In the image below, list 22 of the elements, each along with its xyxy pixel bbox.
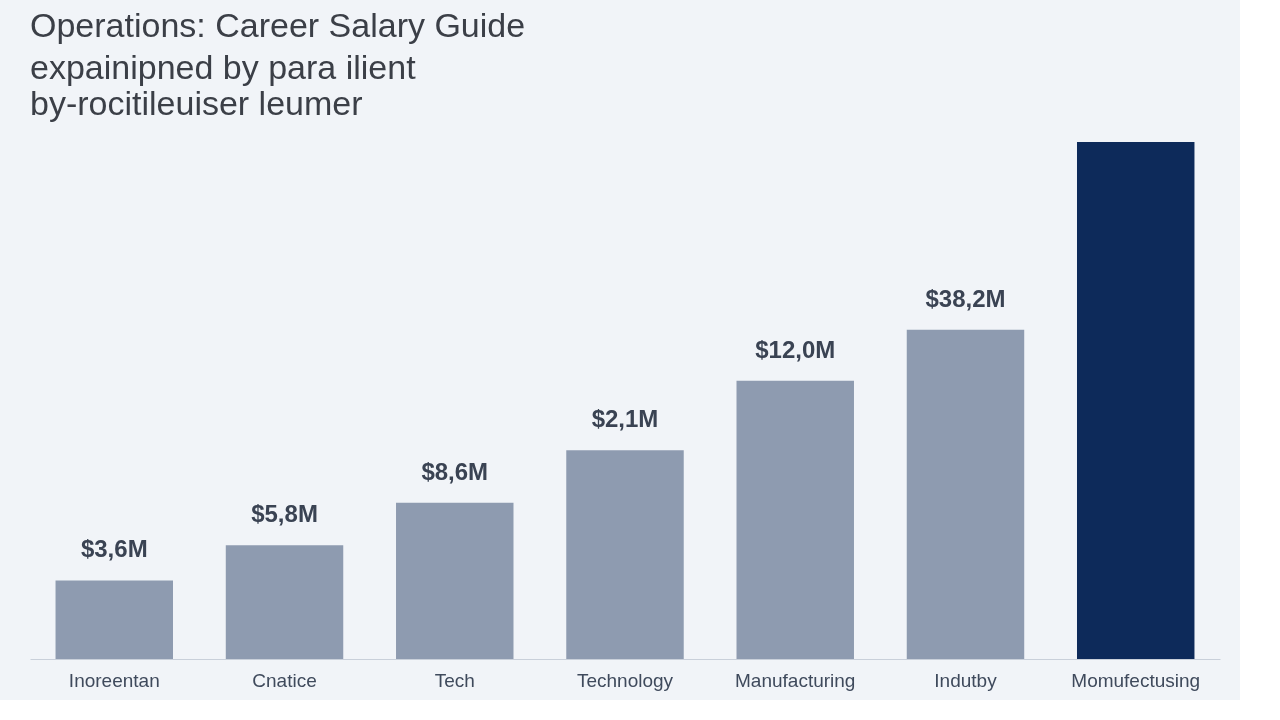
annotation: $2,1M (591, 405, 659, 433)
x-tick-label: Indutby (934, 669, 998, 691)
chart-subtitle: expainipned by para ilient by-rocitileuiser leumer (30, 48, 417, 122)
x-tick-label: Momufectusing (1071, 669, 1201, 691)
bar (1077, 142, 1195, 659)
x-tick-label: Technology (576, 669, 674, 691)
x-tick-label: Inoreentan (68, 669, 160, 691)
bar (906, 329, 1025, 659)
bar (55, 580, 173, 659)
x-tick-label: Manufacturing (735, 669, 856, 691)
annotation: $8,6M (421, 457, 489, 485)
annotation: $12,0M (755, 335, 836, 363)
bar (396, 502, 514, 659)
annotation: $5,8M (251, 500, 318, 528)
x-tick-label: Cnatice (252, 669, 317, 691)
x-tick-label: Tech (434, 669, 475, 691)
bar (566, 450, 684, 659)
annotation: $38,2M (925, 284, 1006, 312)
chart-title: Operations: Career Salary Guide (30, 6, 526, 44)
bar (736, 380, 854, 659)
bar (225, 545, 344, 659)
annotation: $3,6M (80, 535, 148, 563)
